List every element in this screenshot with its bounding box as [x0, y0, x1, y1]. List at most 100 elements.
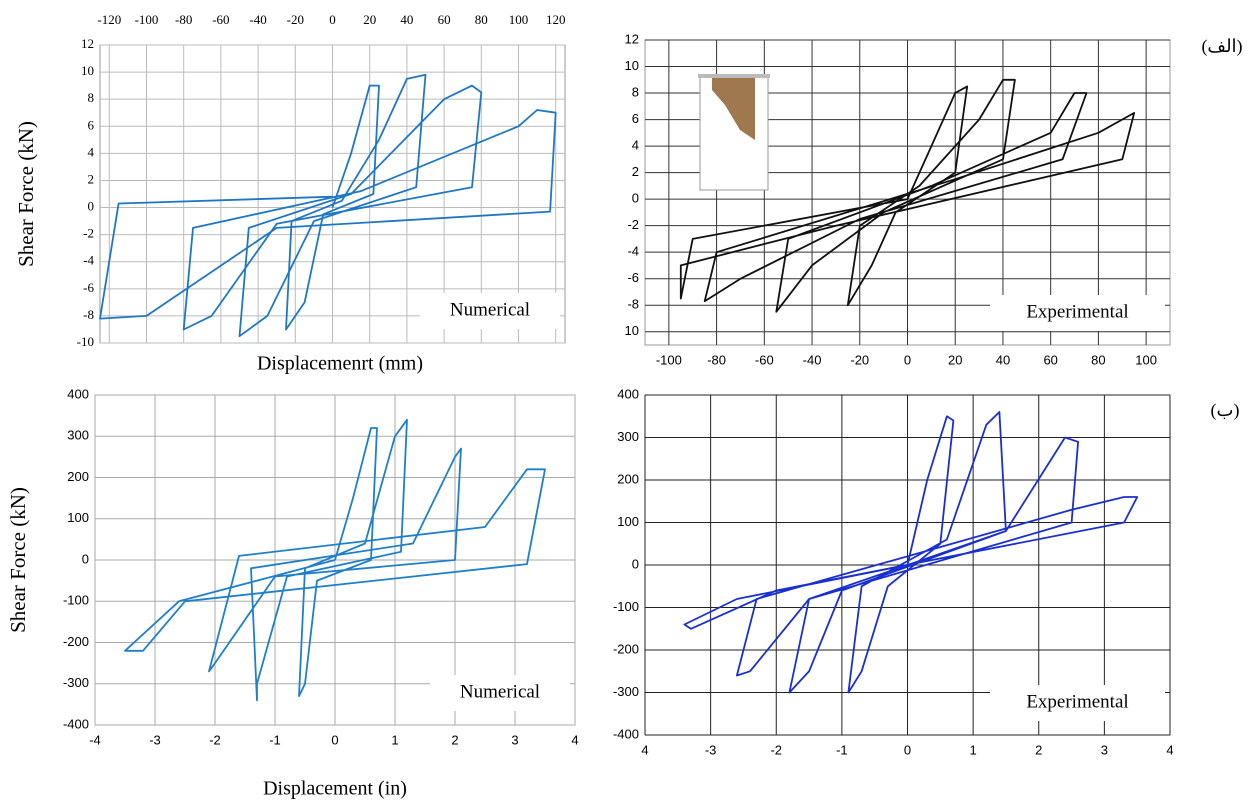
annotation-box [990, 685, 1165, 721]
y-tick-label: 300 [617, 429, 639, 444]
hysteresis-curve [99, 73, 557, 338]
x-tick-label: 100 [509, 12, 529, 27]
x-tick-label: -40 [803, 352, 822, 367]
y-tick-label: 2 [632, 164, 639, 179]
y-tick-label: -100 [63, 593, 89, 608]
y-tick-label: 4 [632, 138, 639, 153]
y-axis-label: Shear Force (kN) [14, 121, 38, 267]
y-tick-label: -4 [627, 244, 639, 259]
x-axis-label: Displacement (in) [263, 778, 407, 800]
x-tick-label: 2 [1035, 742, 1042, 757]
x-tick-label: -80 [707, 352, 726, 367]
x-tick-label: -2 [770, 742, 782, 757]
y-tick-label: 2 [88, 171, 95, 186]
panel-label: (الف) [1201, 36, 1242, 57]
y-tick-label: -200 [613, 641, 639, 656]
x-tick-label: 80 [475, 12, 488, 27]
x-axis-label: Displacemenrt (mm) [257, 353, 423, 375]
y-tick-label: 0 [632, 191, 639, 206]
x-tick-label: -1 [836, 742, 848, 757]
x-tick-label: 3 [1101, 742, 1108, 757]
y-tick-label: 10 [625, 323, 639, 338]
y-tick-label: -200 [63, 634, 89, 649]
y-tick-label: -300 [63, 675, 89, 690]
x-tick-label: -100 [656, 352, 682, 367]
y-tick-label: 100 [617, 514, 639, 529]
y-tick-label: 8 [88, 90, 95, 105]
x-tick-label: -20 [850, 352, 869, 367]
x-tick-label: -60 [212, 12, 229, 27]
y-tick-label: -8 [83, 307, 94, 322]
x-tick-label: 60 [1043, 352, 1057, 367]
x-tick-label: 4 [1166, 742, 1173, 757]
x-tick-label: -2 [209, 732, 221, 747]
y-tick-label: 6 [632, 111, 639, 126]
x-tick-label: 0 [329, 12, 336, 27]
hysteresis-curve [124, 418, 546, 702]
y-tick-label: -400 [613, 726, 639, 741]
x-tick-label: 1 [391, 732, 398, 747]
y-tick-label: 10 [81, 63, 94, 78]
y-tick-label: 6 [88, 117, 95, 132]
hysteresis-curve [683, 411, 1139, 694]
annotation-box [430, 675, 570, 711]
y-tick-label: 300 [67, 428, 89, 443]
x-tick-label: -4 [89, 732, 101, 747]
x-tick-label: 2 [451, 732, 458, 747]
x-tick-label: -120 [97, 12, 121, 27]
y-tick-label: 10 [625, 58, 639, 73]
x-tick-label: 40 [400, 12, 413, 27]
annotation-box [420, 293, 560, 329]
inset-wall [698, 74, 770, 191]
y-tick-label: 0 [88, 199, 95, 214]
y-tick-label: 0 [632, 556, 639, 571]
x-tick-label: -3 [149, 732, 161, 747]
y-tick-label: -300 [613, 684, 639, 699]
y-tick-label: 12 [81, 36, 94, 51]
x-tick-label: -3 [705, 742, 717, 757]
x-tick-label: 40 [996, 352, 1010, 367]
x-tick-label: 0 [331, 732, 338, 747]
y-tick-label: 400 [67, 386, 89, 401]
annotation: Numerical [450, 299, 530, 320]
x-tick-label: -20 [287, 12, 304, 27]
annotation: Numerical [460, 681, 540, 702]
x-tick-label: -80 [175, 12, 192, 27]
x-tick-label: 100 [1135, 352, 1157, 367]
x-tick-label: 0 [904, 742, 911, 757]
y-tick-label: -6 [627, 270, 639, 285]
y-axis-label: Shear Force (kN) [6, 487, 30, 633]
x-tick-label: 60 [438, 12, 451, 27]
x-tick-label: 4 [641, 742, 648, 757]
annotation: Experimental [1026, 301, 1128, 322]
y-tick-label: -2 [627, 217, 639, 232]
panel-label: (ب) [1211, 400, 1240, 421]
y-tick-label: -2 [83, 226, 94, 241]
y-tick-label: 400 [617, 386, 639, 401]
hysteresis-curve [679, 78, 1136, 313]
y-tick-label: -100 [613, 599, 639, 614]
y-tick-label: -400 [63, 716, 89, 731]
y-tick-label: -6 [83, 280, 94, 295]
y-tick-label: -8 [627, 297, 639, 312]
y-tick-label: 100 [67, 510, 89, 525]
x-tick-label: -60 [755, 352, 774, 367]
x-tick-label: -100 [135, 12, 159, 27]
y-tick-label: -4 [83, 253, 94, 268]
y-tick-label: -10 [77, 334, 94, 349]
x-tick-label: 3 [511, 732, 518, 747]
x-tick-label: 1 [970, 742, 977, 757]
y-tick-label: 8 [632, 84, 639, 99]
y-tick-label: 200 [67, 469, 89, 484]
x-tick-label: 80 [1091, 352, 1105, 367]
annotation-box [990, 295, 1165, 331]
x-tick-label: -40 [249, 12, 266, 27]
y-tick-label: 0 [82, 551, 89, 566]
x-tick-label: 20 [948, 352, 962, 367]
x-tick-label: 4 [571, 732, 578, 747]
x-tick-label: 120 [546, 12, 566, 27]
y-tick-label: 200 [617, 471, 639, 486]
annotation: Experimental [1026, 691, 1128, 712]
y-tick-label: 12 [625, 31, 639, 46]
